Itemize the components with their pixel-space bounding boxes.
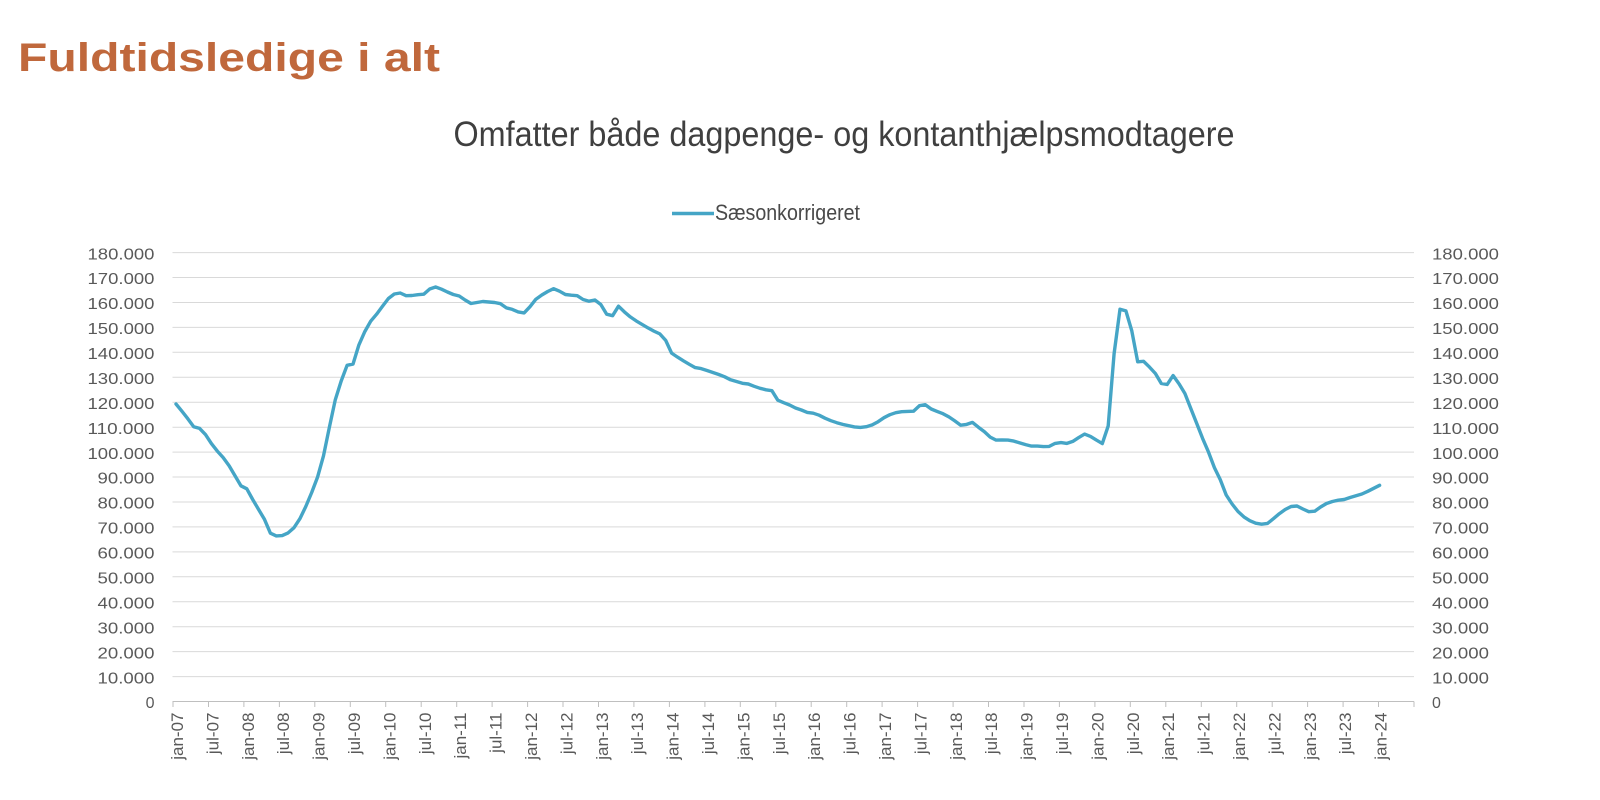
svg-text:40.000: 40.000 (1432, 595, 1489, 612)
svg-text:jul-19: jul-19 (1053, 713, 1072, 756)
svg-text:130.000: 130.000 (1432, 371, 1499, 388)
svg-text:jul-23: jul-23 (1336, 713, 1355, 756)
svg-text:jul-21: jul-21 (1195, 713, 1214, 756)
svg-text:30.000: 30.000 (1432, 620, 1489, 637)
svg-text:120.000: 120.000 (88, 396, 155, 413)
svg-text:jan-20: jan-20 (1088, 713, 1107, 761)
svg-text:120.000: 120.000 (1432, 396, 1499, 413)
svg-text:jan-10: jan-10 (380, 713, 399, 761)
svg-text:jul-17: jul-17 (911, 713, 930, 756)
svg-text:160.000: 160.000 (88, 296, 155, 313)
svg-text:0: 0 (146, 695, 155, 712)
svg-text:170.000: 170.000 (1432, 271, 1499, 288)
svg-text:jul-13: jul-13 (628, 713, 647, 756)
svg-text:jan-24: jan-24 (1372, 713, 1391, 761)
svg-text:jul-16: jul-16 (841, 713, 860, 756)
svg-text:90.000: 90.000 (1432, 471, 1489, 488)
svg-text:130.000: 130.000 (88, 371, 155, 388)
svg-text:jul-10: jul-10 (416, 713, 435, 756)
svg-text:80.000: 80.000 (98, 496, 155, 513)
svg-text:jul-11: jul-11 (487, 713, 506, 754)
svg-text:Omfatter både dagpenge- og kon: Omfatter både dagpenge- og kontanthjælps… (454, 115, 1235, 154)
svg-text:140.000: 140.000 (1432, 346, 1499, 363)
svg-text:160.000: 160.000 (1432, 296, 1499, 313)
svg-text:70.000: 70.000 (1432, 521, 1489, 538)
svg-text:jan-22: jan-22 (1230, 713, 1249, 761)
svg-text:100.000: 100.000 (88, 446, 155, 463)
svg-text:jan-07: jan-07 (168, 713, 187, 761)
svg-text:jan-11: jan-11 (451, 713, 470, 760)
svg-text:20.000: 20.000 (1432, 645, 1489, 662)
svg-text:0: 0 (1432, 695, 1441, 712)
svg-text:jan-13: jan-13 (593, 713, 612, 761)
svg-text:70.000: 70.000 (98, 521, 155, 538)
svg-text:jan-23: jan-23 (1301, 713, 1320, 761)
svg-text:90.000: 90.000 (98, 471, 155, 488)
svg-text:Sæsonkorrigeret: Sæsonkorrigeret (715, 200, 860, 225)
svg-text:jan-21: jan-21 (1159, 713, 1178, 761)
svg-text:jul-09: jul-09 (345, 713, 364, 756)
svg-text:40.000: 40.000 (98, 595, 155, 612)
svg-text:jul-22: jul-22 (1265, 713, 1284, 756)
svg-text:jul-12: jul-12 (557, 713, 576, 756)
svg-text:10.000: 10.000 (1432, 670, 1489, 687)
svg-text:110.000: 110.000 (1432, 421, 1499, 438)
svg-text:jan-15: jan-15 (734, 713, 753, 761)
svg-text:jul-07: jul-07 (203, 713, 222, 756)
svg-text:jul-15: jul-15 (770, 713, 789, 756)
svg-text:180.000: 180.000 (88, 246, 155, 263)
svg-text:jul-08: jul-08 (274, 713, 293, 756)
svg-text:jan-19: jan-19 (1018, 713, 1037, 761)
svg-text:80.000: 80.000 (1432, 496, 1489, 513)
svg-text:150.000: 150.000 (1432, 321, 1499, 338)
svg-text:jul-14: jul-14 (699, 713, 718, 756)
svg-text:60.000: 60.000 (98, 546, 155, 563)
svg-text:10.000: 10.000 (98, 670, 155, 687)
svg-text:110.000: 110.000 (88, 421, 155, 438)
svg-text:30.000: 30.000 (98, 620, 155, 637)
svg-text:jan-12: jan-12 (522, 713, 541, 761)
svg-text:180.000: 180.000 (1432, 246, 1499, 263)
svg-text:jan-14: jan-14 (664, 713, 683, 761)
svg-text:jan-08: jan-08 (239, 713, 258, 761)
svg-text:150.000: 150.000 (88, 321, 155, 338)
svg-text:20.000: 20.000 (98, 645, 155, 662)
svg-text:Fuldtidsledige i alt: Fuldtidsledige i alt (18, 36, 440, 80)
svg-text:100.000: 100.000 (1432, 446, 1499, 463)
svg-text:jan-09: jan-09 (310, 713, 329, 761)
svg-text:jan-16: jan-16 (805, 713, 824, 761)
svg-text:50.000: 50.000 (1432, 571, 1489, 588)
svg-text:jul-18: jul-18 (982, 712, 1001, 755)
svg-text:50.000: 50.000 (98, 571, 155, 588)
svg-text:jul-20: jul-20 (1124, 713, 1143, 756)
svg-text:jan-17: jan-17 (876, 713, 895, 761)
svg-text:60.000: 60.000 (1432, 546, 1489, 563)
svg-text:140.000: 140.000 (88, 346, 155, 363)
svg-text:170.000: 170.000 (88, 271, 155, 288)
svg-text:jan-18: jan-18 (947, 713, 966, 761)
